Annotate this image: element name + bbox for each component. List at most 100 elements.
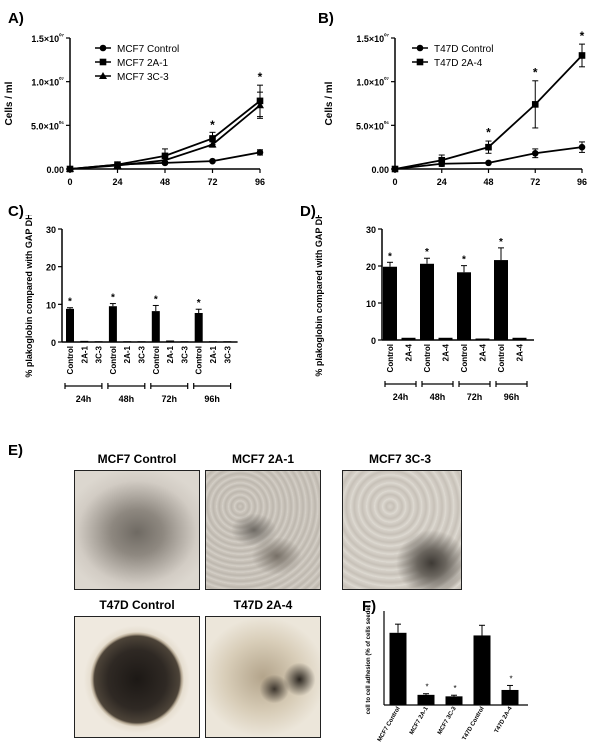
y-axis-label: % plakoglobin compared with GAP DH [314,215,324,377]
bar [151,311,160,342]
group-label: 96h [204,394,220,404]
bar [223,341,232,342]
data-point [161,152,169,160]
y-tick-label: 20 [46,263,56,273]
significance-star: * [453,684,456,693]
data-point [161,156,169,164]
y-tick-label: 1.5×10⁰⁷ [356,33,389,44]
x-tick-label: 24 [112,177,122,187]
legend-marker [416,58,424,66]
y-tick-label: 10 [366,299,376,309]
bar [123,341,132,342]
panel-label-b: B) [318,10,334,27]
category-label: Control [152,346,161,374]
significance-star: * [509,674,512,683]
category-label: 2A-1 [80,345,89,363]
photo-mcf7-control [74,470,200,590]
x-tick-label: 72 [530,177,540,187]
photo-mcf7-2a1 [205,470,321,590]
y-tick-label: 1.0×10⁰⁷ [31,77,64,88]
category-label: T47D Control [462,706,486,742]
data-point [256,101,264,109]
y-axis-label: Cells / ml [4,81,15,125]
data-point [391,165,399,173]
significance-star: * [533,65,538,79]
category-label: 2A-1 [123,345,132,363]
y-tick-label: 0.00 [46,165,64,175]
bar [475,338,490,340]
bar [501,689,519,705]
chart-c-plakoglobin-mcf7: 0 10 20 30 % plakoglobin compared with GAP D… [24,215,238,404]
significance-star: * [111,293,115,304]
x-tick-label: 0 [67,177,72,187]
y-axis-label: % plakoglobin compared with GAP DH [24,215,34,378]
panel-label-d: D) [300,203,316,220]
category-label: Control [109,346,118,374]
significance-star: * [499,237,503,248]
data-point [209,135,216,142]
category-label: Control [195,346,204,374]
category-label: MCF7 3C-3 [437,705,458,735]
legend-marker [99,72,107,79]
bar [389,632,407,705]
significance-star: * [462,255,466,266]
category-label: 3C-3 [223,345,232,363]
legend-marker [99,58,107,66]
photo-title-t47d-control: T47D Control [99,598,175,612]
significance-star: * [154,294,158,305]
category-label: Control [497,344,506,372]
y-tick-label: 0 [371,336,376,346]
y-tick-label: 0.00 [371,165,389,175]
y-tick-label: 30 [46,225,56,235]
data-point [485,159,492,167]
data-point [531,149,539,157]
data-point [578,143,586,151]
legend-label: T47D 2A-4 [434,58,483,69]
y-tick-label: 20 [366,262,376,272]
category-label: 2A-4 [405,343,414,361]
bar [401,337,416,340]
panel-label-e: E) [8,442,23,459]
x-tick-label: 96 [577,177,587,187]
data-point [209,157,216,165]
bar [180,341,189,342]
bar [194,312,203,342]
chart-b-growth-t47d: 0.00 5.0×10⁰⁶ 1.0×10⁰⁷ 1.5×10⁰⁷ 0 24 48 72 96 Cel… [324,30,587,187]
photo-title-mcf7-3c3: MCF7 3C-3 [368,452,431,466]
bar [438,337,453,340]
category-label: Control [423,344,432,372]
data-point [256,149,264,156]
data-point [578,52,586,59]
chart-a-growth-mcf7: 0.00 5.0×10⁰⁶ 1.0×10⁰⁷ 1.5×10⁰⁷ 0 24 48 72 96 Cel… [4,33,265,187]
bar [457,272,471,340]
chart-d-plakoglobin-t47d: 0 10 20 30 % plakoglobin compared with GAP D… [314,215,534,402]
significance-star: * [68,297,72,308]
category-label: 2A-1 [209,345,218,363]
group-label: 24h [393,392,409,402]
bar [166,340,175,342]
y-tick-label: 5.0×10⁰⁶ [356,120,389,131]
bar [137,341,146,342]
y-axis-label: cell to cell adhesion (% of cells seeded… [366,605,372,714]
bar [494,260,508,340]
category-label: 3C-3 [180,345,189,363]
bar [108,306,117,342]
y-tick-label: 1.0×10⁰⁷ [356,77,389,88]
group-label: 48h [430,392,446,402]
legend-label: MCF7 Control [117,44,179,55]
category-label: 2A-4 [442,343,451,361]
panel-label-c: C) [8,203,24,220]
legend-label: MCF7 3C-3 [117,72,169,83]
panel-label-a: A) [8,10,24,27]
legend-label: T47D Control [434,44,493,55]
x-tick-label: 48 [160,177,170,187]
y-tick-label: 1.5×10⁰⁷ [31,33,64,44]
significance-star: * [197,298,201,309]
group-label: 72h [161,394,177,404]
category-label: MCF7 2A-1 [409,705,430,735]
x-tick-label: 0 [392,177,397,187]
bar [94,341,103,342]
bar [420,263,434,340]
category-label: Control [66,346,75,374]
bar [417,694,435,705]
